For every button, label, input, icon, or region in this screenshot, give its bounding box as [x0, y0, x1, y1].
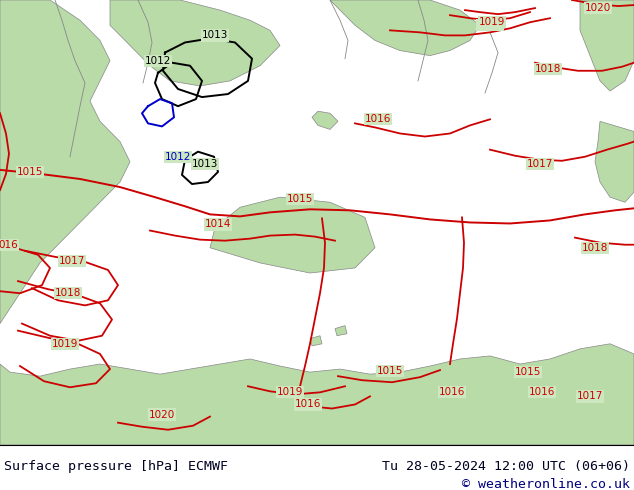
Text: 1015: 1015 — [377, 366, 403, 376]
Text: 1020: 1020 — [585, 3, 611, 13]
Text: 1017: 1017 — [527, 159, 553, 169]
Polygon shape — [312, 111, 338, 129]
Text: 1012: 1012 — [165, 152, 191, 162]
Text: 1017: 1017 — [59, 256, 85, 266]
Text: 1012: 1012 — [145, 56, 171, 66]
Text: 016: 016 — [0, 240, 18, 250]
Polygon shape — [330, 0, 480, 56]
Text: 1020: 1020 — [149, 410, 175, 419]
Text: 1013: 1013 — [202, 30, 228, 40]
Text: 1019: 1019 — [52, 339, 78, 349]
Text: 1016: 1016 — [529, 387, 555, 397]
Text: 1015: 1015 — [515, 367, 541, 377]
Text: 1015: 1015 — [287, 194, 313, 204]
Text: 1019: 1019 — [277, 387, 303, 397]
Text: 1018: 1018 — [535, 64, 561, 74]
Text: 1016: 1016 — [365, 114, 391, 124]
Polygon shape — [210, 197, 375, 273]
Polygon shape — [595, 122, 634, 202]
Text: 1019: 1019 — [479, 17, 505, 27]
Text: © weatheronline.co.uk: © weatheronline.co.uk — [462, 478, 630, 490]
Polygon shape — [0, 344, 634, 445]
Polygon shape — [110, 0, 280, 86]
Text: Tu 28-05-2024 12:00 UTC (06+06): Tu 28-05-2024 12:00 UTC (06+06) — [382, 460, 630, 473]
Text: 1013: 1013 — [192, 159, 218, 169]
Text: 1018: 1018 — [582, 243, 608, 253]
Polygon shape — [310, 336, 322, 346]
Text: 1016: 1016 — [295, 399, 321, 410]
Text: 1016: 1016 — [439, 387, 465, 397]
Text: 1019: 1019 — [477, 20, 503, 30]
Polygon shape — [580, 0, 634, 91]
Text: 1018: 1018 — [55, 288, 81, 298]
Polygon shape — [0, 0, 130, 323]
Text: 1014: 1014 — [205, 220, 231, 229]
Polygon shape — [335, 325, 347, 336]
Text: 1017: 1017 — [577, 392, 603, 401]
Text: 1015: 1015 — [17, 167, 43, 177]
Text: Surface pressure [hPa] ECMWF: Surface pressure [hPa] ECMWF — [4, 460, 228, 473]
